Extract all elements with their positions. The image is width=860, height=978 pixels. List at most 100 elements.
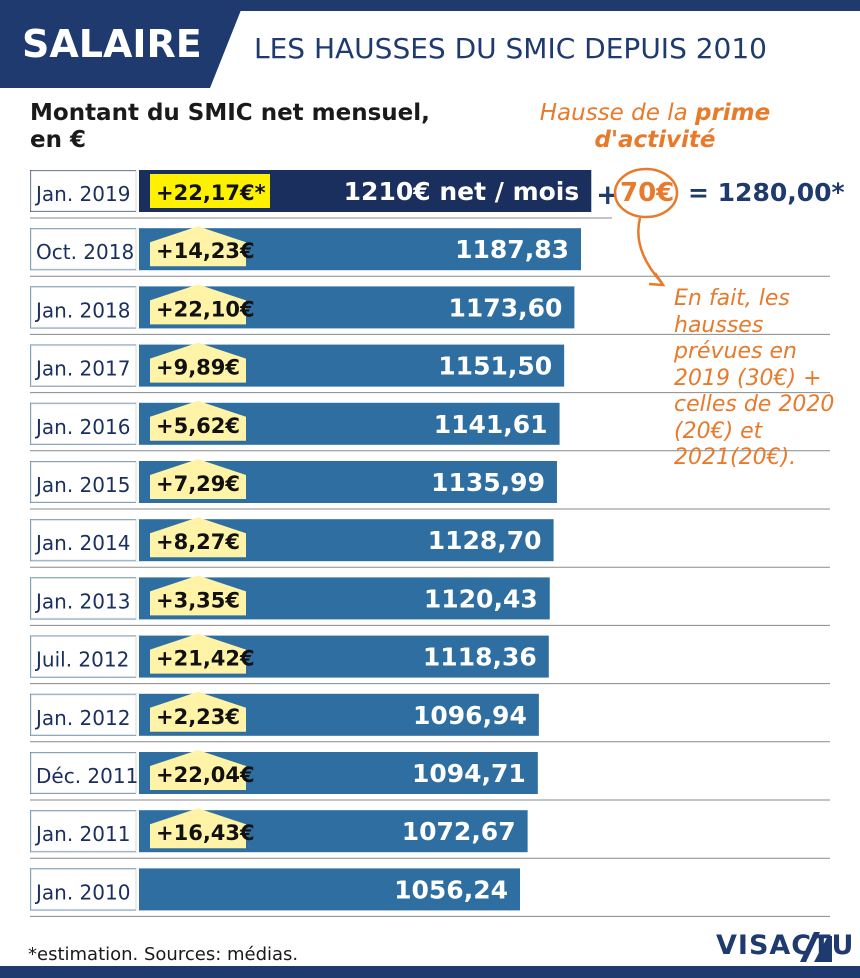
category-cell bbox=[31, 636, 136, 677]
bar-divider bbox=[136, 693, 139, 736]
value-label: 1128,70 bbox=[428, 526, 542, 555]
increase-badge bbox=[150, 226, 246, 267]
bar-divider bbox=[136, 519, 139, 562]
increase-badge bbox=[150, 400, 246, 441]
value-label: 1072,67 bbox=[402, 817, 516, 846]
increase-label: +21,42€ bbox=[156, 647, 255, 671]
value-label: 1173,60 bbox=[449, 293, 563, 322]
category-cell bbox=[31, 753, 136, 793]
increase-badge bbox=[150, 174, 270, 208]
bar-divider bbox=[136, 344, 139, 387]
bar-divider bbox=[136, 752, 139, 794]
category-cell-border bbox=[30, 228, 137, 270]
category-cell bbox=[31, 403, 136, 444]
category-label: Jan. 2014 bbox=[34, 531, 130, 555]
category-cell-border bbox=[30, 170, 137, 212]
category-cell bbox=[31, 694, 136, 735]
category-cell-border bbox=[30, 577, 137, 619]
category-cell bbox=[31, 520, 136, 561]
prime-label: Hausse de la prime d'activité bbox=[539, 100, 771, 153]
category-cell bbox=[31, 869, 136, 910]
value-label: 1187,83 bbox=[455, 235, 569, 264]
bar-divider bbox=[136, 810, 139, 853]
category-cell bbox=[31, 229, 136, 270]
bar-divider bbox=[136, 635, 139, 678]
footer-note: *estimation. Sources: médias. bbox=[28, 944, 299, 965]
value-label: 1141,61 bbox=[434, 410, 548, 439]
category-label: Jan. 2015 bbox=[34, 473, 130, 497]
bar-divider bbox=[136, 461, 139, 503]
increase-label: +22,04€ bbox=[156, 763, 255, 787]
prime-note: En fait, les hausses prévues en 2019 (30… bbox=[674, 286, 835, 470]
bar-divider bbox=[136, 170, 139, 212]
category-cell-border bbox=[30, 519, 137, 561]
value-label: 1096,94 bbox=[413, 701, 527, 730]
plus-sign: + bbox=[596, 178, 620, 211]
category-cell-border bbox=[30, 636, 137, 678]
banner-title: SALAIRE bbox=[22, 22, 202, 66]
visactu-logo: VISACTU bbox=[716, 930, 855, 961]
increase-label: +2,23€ bbox=[156, 705, 240, 729]
section-banner bbox=[0, 0, 245, 88]
prime-value: 70€ bbox=[620, 178, 675, 208]
top-bar bbox=[0, 0, 860, 11]
category-cell bbox=[31, 462, 136, 502]
category-cell bbox=[31, 578, 136, 619]
chart-title: Montant du SMIC net mensuel, en € bbox=[30, 100, 430, 153]
category-label: Jan. 2016 bbox=[34, 415, 130, 439]
increase-badge bbox=[150, 459, 246, 499]
category-label: Déc. 2011 bbox=[36, 764, 138, 788]
category-label: Jan. 2010 bbox=[34, 880, 130, 904]
category-label: Jan. 2013 bbox=[34, 589, 130, 613]
category-label: Jan. 2011 bbox=[34, 822, 130, 846]
category-cell bbox=[31, 345, 136, 386]
category-cell-border bbox=[30, 403, 137, 445]
value-label: 1120,43 bbox=[424, 584, 538, 613]
bar-divider bbox=[136, 286, 139, 329]
category-cell bbox=[31, 811, 136, 852]
category-cell-border bbox=[30, 752, 137, 794]
category-label: Jan. 2018 bbox=[34, 298, 130, 322]
value-label: 1094,71 bbox=[412, 759, 526, 788]
category-cell-border bbox=[30, 868, 137, 910]
category-cell-border bbox=[30, 810, 137, 852]
increase-badge bbox=[150, 517, 246, 558]
headline: LES HAUSSES DU SMIC DEPUIS 2010 bbox=[254, 32, 767, 65]
increase-badge bbox=[150, 633, 246, 674]
value-label: 1151,50 bbox=[438, 352, 552, 381]
increase-label: +22,17€* bbox=[156, 181, 266, 205]
bar-divider bbox=[136, 402, 139, 445]
increase-badge bbox=[150, 284, 246, 325]
increase-badge bbox=[150, 750, 246, 790]
total-value: = 1280,00* bbox=[688, 178, 845, 207]
increase-label: +16,43€ bbox=[156, 821, 255, 845]
increase-label: +5,62€ bbox=[156, 414, 240, 438]
value-label: 1135,99 bbox=[431, 468, 545, 497]
increase-label: +14,23€ bbox=[156, 239, 255, 263]
increase-badge bbox=[150, 808, 246, 849]
increase-label: +9,89€ bbox=[156, 356, 240, 380]
increase-label: +3,35€ bbox=[156, 588, 240, 612]
category-label: Jan. 2012 bbox=[34, 706, 130, 730]
increase-badge bbox=[150, 575, 246, 616]
category-cell bbox=[31, 171, 136, 211]
bar-divider bbox=[136, 228, 139, 271]
increase-badge bbox=[150, 691, 246, 732]
increase-badge bbox=[150, 342, 246, 383]
category-label: Jan. 2019 bbox=[34, 182, 130, 206]
bar-divider bbox=[136, 868, 139, 911]
category-cell-border bbox=[30, 694, 137, 736]
category-label: Oct. 2018 bbox=[36, 240, 134, 264]
bottom-bar bbox=[0, 966, 860, 978]
category-cell-border bbox=[30, 461, 137, 503]
category-label: Jan. 2017 bbox=[34, 357, 130, 381]
category-cell-border bbox=[30, 345, 137, 387]
increase-label: +7,29€ bbox=[156, 472, 240, 496]
value-label: 1118,36 bbox=[423, 643, 537, 672]
value-label: 1056,24 bbox=[394, 875, 508, 904]
bar-divider bbox=[136, 577, 139, 620]
category-cell bbox=[31, 287, 136, 328]
increase-label: +8,27€ bbox=[156, 530, 240, 554]
logo-mark-icon bbox=[800, 932, 832, 962]
